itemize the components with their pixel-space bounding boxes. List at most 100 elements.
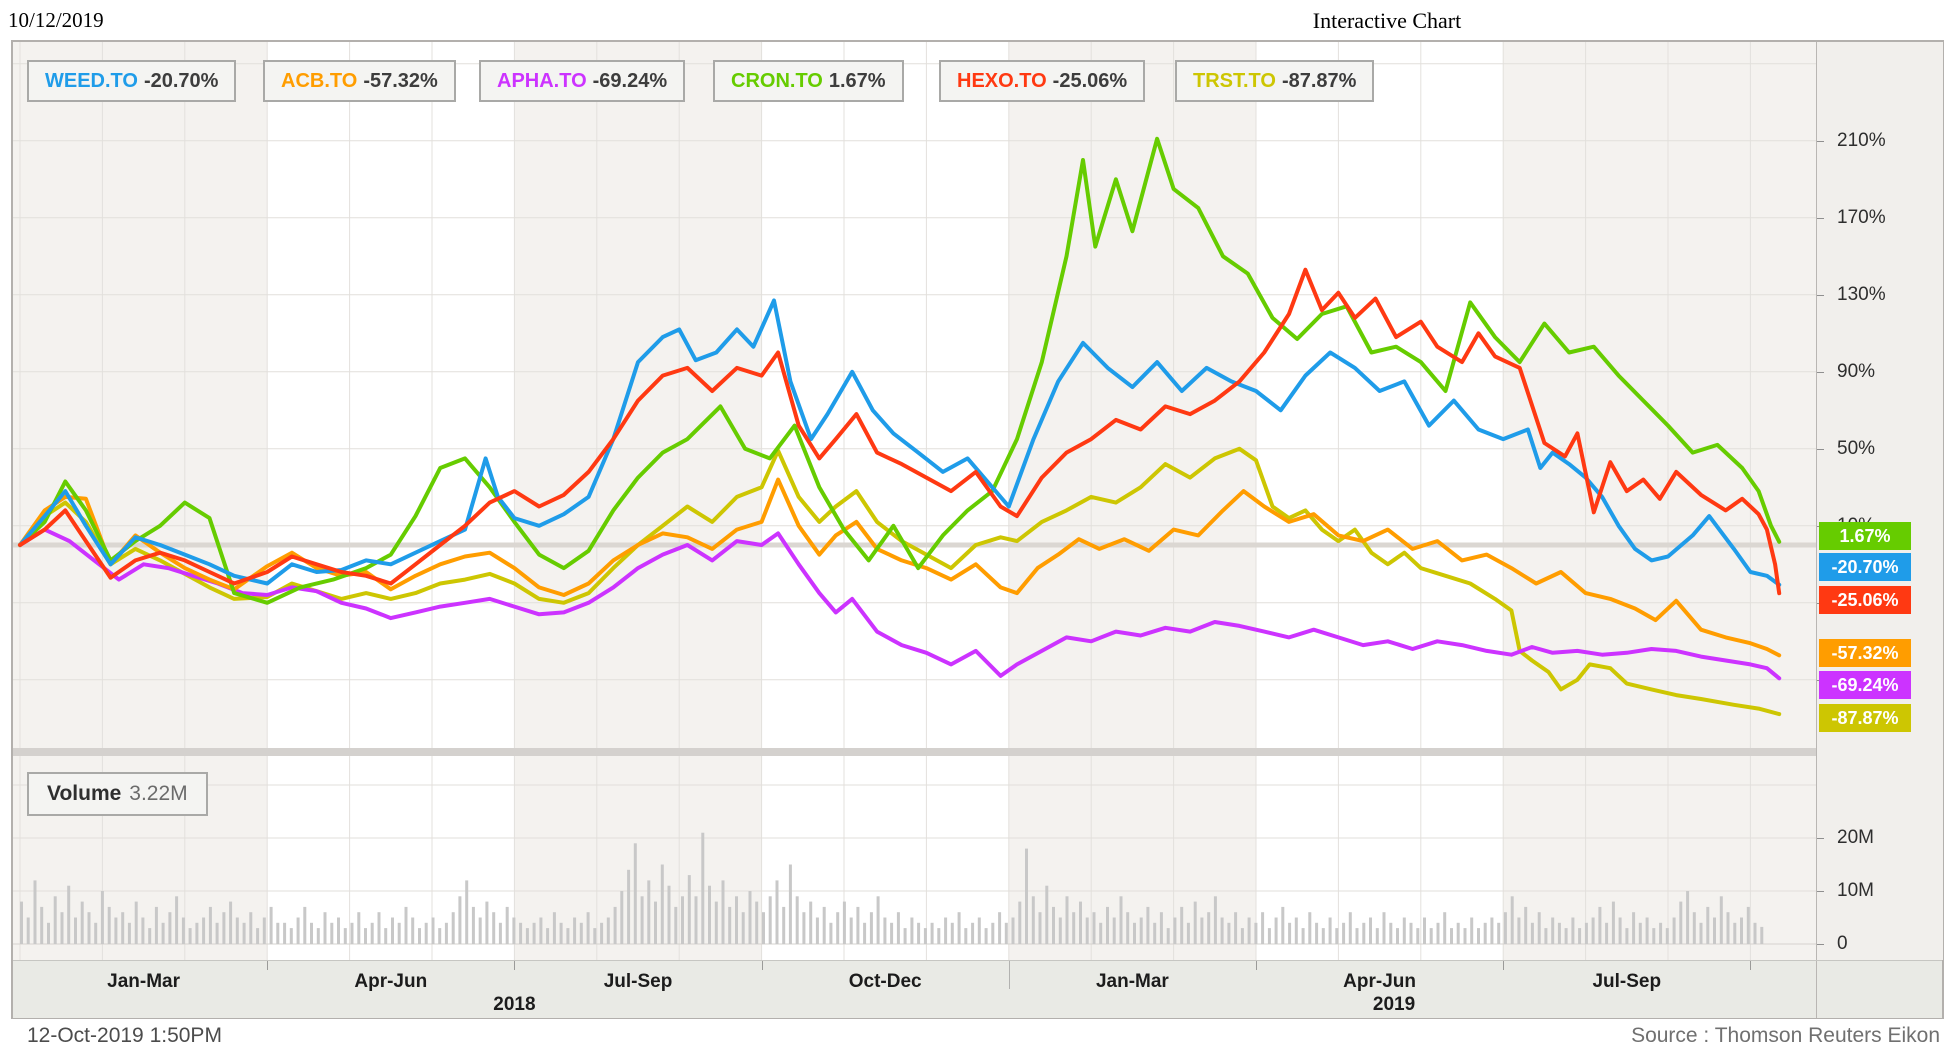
legend-button-hexo[interactable]: HEXO.TO -25.06% bbox=[939, 60, 1146, 102]
last-value-badge-apha: -69.24% bbox=[1819, 671, 1911, 699]
legend-button-trst[interactable]: TRST.TO -87.87% bbox=[1175, 60, 1375, 102]
volume-bar bbox=[546, 928, 550, 944]
price-chart-canvas[interactable] bbox=[13, 42, 1816, 748]
volume-bar bbox=[229, 901, 233, 944]
volume-tick-label: 20M bbox=[1837, 827, 1874, 848]
volume-bar bbox=[438, 928, 442, 944]
volume-bar bbox=[1153, 922, 1157, 944]
volume-bar bbox=[505, 906, 509, 944]
volume-bar bbox=[600, 922, 604, 944]
quarter-shading bbox=[13, 42, 268, 748]
volume-bar bbox=[694, 896, 698, 944]
volume-bar bbox=[1375, 928, 1379, 944]
volume-bar bbox=[640, 896, 644, 944]
volume-bar bbox=[795, 896, 799, 944]
volume-bar bbox=[627, 869, 631, 944]
volume-bar bbox=[343, 928, 347, 944]
volume-bar bbox=[1335, 928, 1339, 944]
volume-bar bbox=[971, 922, 975, 944]
volume-bar bbox=[836, 912, 840, 944]
volume-bar bbox=[1530, 922, 1534, 944]
volume-bar bbox=[822, 906, 826, 944]
volume-bar bbox=[910, 917, 914, 944]
volume-bar bbox=[991, 922, 995, 944]
volume-tick-label: 10M bbox=[1837, 880, 1874, 901]
volume-bar bbox=[411, 917, 415, 944]
volume-bar bbox=[1045, 885, 1049, 944]
volume-bar bbox=[1193, 901, 1197, 944]
volume-bar bbox=[1159, 912, 1163, 944]
axis-tick-mark bbox=[1817, 838, 1824, 839]
volume-bar bbox=[1133, 922, 1136, 944]
year-label: 2018 bbox=[493, 994, 536, 1015]
volume-bar bbox=[977, 917, 981, 944]
volume-bar bbox=[47, 922, 50, 944]
axis-tick-mark bbox=[1817, 217, 1824, 219]
volume-bar bbox=[721, 880, 725, 944]
volume-bar bbox=[1227, 922, 1231, 944]
volume-bar bbox=[1706, 906, 1710, 944]
volume-bar bbox=[1106, 906, 1109, 944]
volume-bar bbox=[1254, 922, 1258, 944]
footer-timestamp: 12-Oct-2019 1:50PM bbox=[27, 1024, 222, 1047]
volume-bar bbox=[1692, 912, 1696, 944]
volume-bar bbox=[1288, 922, 1292, 944]
volume-bar bbox=[1578, 928, 1582, 944]
volume-bar bbox=[1085, 917, 1089, 944]
volume-bar bbox=[1315, 922, 1319, 944]
volume-bar bbox=[1483, 922, 1487, 944]
volume-bar bbox=[917, 922, 921, 944]
volume-bar bbox=[175, 896, 179, 944]
quarter-label: Jul-Sep bbox=[603, 971, 673, 992]
legend-button-apha[interactable]: APHA.TO -69.24% bbox=[479, 60, 686, 102]
volume-bar bbox=[1436, 922, 1440, 944]
year-label: 2019 bbox=[1372, 994, 1416, 1015]
volume-bar bbox=[40, 906, 44, 944]
volume-bar bbox=[134, 901, 138, 944]
quarter-label: Jan-Mar bbox=[1095, 971, 1169, 992]
volume-bar bbox=[613, 906, 617, 944]
volume-bar bbox=[1321, 928, 1325, 944]
volume-bar bbox=[1240, 928, 1244, 944]
volume-button[interactable]: Volume 3.22M bbox=[27, 772, 208, 816]
volume-bar bbox=[262, 917, 266, 944]
volume-bar bbox=[33, 880, 37, 944]
volume-bar bbox=[1740, 917, 1743, 944]
quarter-tick bbox=[761, 961, 763, 970]
volume-bar bbox=[681, 896, 684, 944]
volume-bar bbox=[1598, 906, 1602, 944]
legend-ticker: TRST.TO bbox=[1193, 70, 1276, 92]
volume-bar bbox=[1557, 922, 1561, 944]
volume-bar bbox=[923, 928, 927, 944]
legend-button-acb[interactable]: ACB.TO -57.32% bbox=[263, 60, 456, 102]
volume-bar bbox=[1665, 928, 1669, 944]
chart-frame: Value % CAD 210%170%130%90%50%10%-30%-70… bbox=[11, 40, 1944, 1019]
volume-bar bbox=[1207, 912, 1211, 944]
volume-bar bbox=[1247, 917, 1251, 944]
quarter-tick bbox=[1256, 961, 1257, 970]
volume-bar bbox=[708, 885, 711, 944]
time-axis-band[interactable]: Jan-Mar Apr-Jun Jul-Sep Oct-Dec Jan-Mar Apr-J… bbox=[13, 960, 1942, 1018]
volume-bar bbox=[465, 880, 469, 944]
volume-bar bbox=[1261, 912, 1265, 944]
quarter-label: Oct-Dec bbox=[848, 971, 922, 992]
legend-button-cron[interactable]: CRON.TO 1.67% bbox=[713, 60, 904, 102]
volume-bar bbox=[114, 917, 118, 944]
legend-button-weed[interactable]: WEED.TO -20.70% bbox=[27, 60, 237, 102]
volume-bar bbox=[1267, 928, 1271, 944]
volume-bar bbox=[944, 917, 948, 944]
volume-bar bbox=[1524, 906, 1528, 944]
volume-bar bbox=[1389, 922, 1393, 944]
volume-bar bbox=[377, 912, 381, 944]
volume-bar bbox=[195, 922, 199, 944]
quarter-label: Jul-Sep bbox=[1592, 971, 1662, 992]
quarter-tick bbox=[1750, 961, 1752, 970]
volume-bar bbox=[1186, 922, 1190, 944]
volume-bar bbox=[1611, 901, 1615, 944]
volume-chart-canvas[interactable] bbox=[13, 756, 1816, 960]
volume-bar bbox=[1638, 922, 1642, 944]
volume-bar bbox=[444, 922, 448, 944]
volume-bar bbox=[525, 928, 529, 944]
volume-bar bbox=[573, 917, 577, 944]
volume-bar bbox=[869, 912, 873, 944]
